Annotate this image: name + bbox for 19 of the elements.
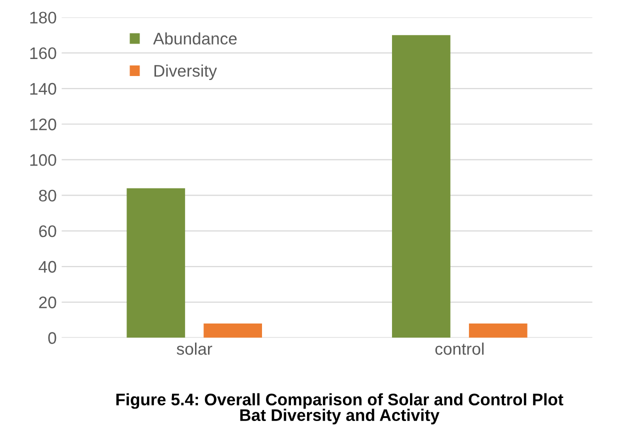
y-tick-label: 140 xyxy=(30,82,56,95)
legend-label: Abundance xyxy=(153,32,237,45)
y-tick-label: 40 xyxy=(38,260,56,273)
x-tick-label: control xyxy=(435,342,484,355)
bar xyxy=(126,188,186,338)
bar xyxy=(392,35,450,338)
y-tick-label: 120 xyxy=(30,118,56,130)
y-tick-label: 100 xyxy=(30,154,56,166)
y-tick-label: 0 xyxy=(48,332,56,344)
bar xyxy=(204,324,262,338)
y-tick-label: 80 xyxy=(39,190,56,202)
y-tick-label: 160 xyxy=(30,47,56,60)
x-tick-label: solar xyxy=(176,342,212,355)
bar xyxy=(468,324,528,338)
caption: Figure 5.4: Overall Comparison of Solar and Control Plot Bat Diversity and Activity xyxy=(116,393,564,424)
y-tick-label: 180 xyxy=(30,12,56,24)
legend-label: Diversity xyxy=(154,64,217,80)
y-tick-label: 60 xyxy=(39,225,56,238)
y-tick-label: 20 xyxy=(39,296,56,308)
